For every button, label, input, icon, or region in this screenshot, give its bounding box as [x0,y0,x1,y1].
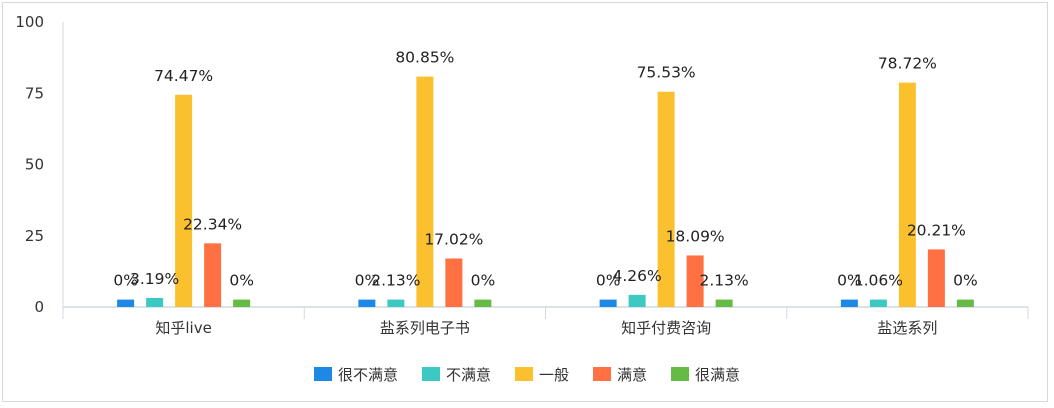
data-label: 0% [113,272,138,290]
x-category-label: 知乎live [155,319,211,337]
data-label: 20.21% [907,221,966,239]
legend-label: 很满意 [695,365,741,384]
data-label: 0% [229,272,254,290]
data-label: 2.13% [371,272,420,290]
legend-item: 不满意 [421,364,491,385]
y-tick-label: 50 [25,156,44,174]
x-category-label: 盐选系列 [877,319,937,337]
bar [146,297,164,307]
bar [927,249,945,307]
data-label: 1.06% [854,272,903,290]
data-label: 18.09% [666,227,725,245]
bar [387,299,405,307]
bars [117,76,974,307]
data-label: 0% [837,272,862,290]
legend-swatch [593,367,611,381]
y-tick-label: 75 [25,84,44,102]
data-label: 3.19% [130,270,179,288]
data-label: 0% [596,272,621,290]
legend-item: 一般 [514,364,569,385]
legend-label: 一般 [538,365,569,384]
data-label: 75.53% [637,64,696,82]
data-label: 2.13% [700,272,749,290]
bar [869,299,887,307]
data-label: 78.72% [878,55,937,73]
bar [117,299,135,307]
legend-item: 很不满意 [313,364,398,385]
bar [175,94,193,307]
bar [474,299,492,307]
bar [233,299,251,307]
legend-label: 很不满意 [337,365,398,384]
y-tick-label: 0 [34,298,44,316]
bar [628,294,646,307]
bar [204,243,222,307]
y-tick-label: 25 [25,227,44,245]
bar [840,299,858,307]
legend-item: 满意 [593,364,647,385]
x-category-label: 知乎付费咨询 [621,319,711,337]
bar [358,299,376,307]
bar [416,76,434,307]
data-labels: 0% 0% 0% 0%3.19% 2.13% 4.26% 1.06%74.47%80.85%… [113,49,977,290]
bar [956,299,974,307]
x-category-label: 盐系列电子书 [380,319,470,337]
bar [599,299,617,307]
bar [686,255,704,307]
legend-swatch [514,367,533,381]
legend-label: 不满意 [445,365,491,384]
bar [445,258,463,307]
legend-swatch [313,367,332,381]
bar [715,299,733,307]
data-label: 22.34% [183,215,242,233]
data-label: 74.47% [154,67,213,85]
bar [657,91,675,307]
y-tick-label: 100 [15,13,44,31]
axes: 0 25 50 75 100 知乎live 盐系列电子书 知乎付费咨询 盐选系列 [15,13,1029,337]
legend-swatch [671,367,690,381]
legend-label: 满意 [617,365,648,384]
legend-item: 很满意 [671,364,740,385]
data-label: 17.02% [424,230,483,248]
data-label: 80.85% [395,49,454,67]
data-label: 4.26% [613,267,662,285]
bar [898,82,916,307]
data-label: 0% [953,272,978,290]
data-label: 0% [471,272,496,290]
legend-swatch [421,367,440,381]
data-label: 0% [355,272,380,290]
legend: 很不满意 不满意 一般 满意 很满意 [0,362,1054,386]
